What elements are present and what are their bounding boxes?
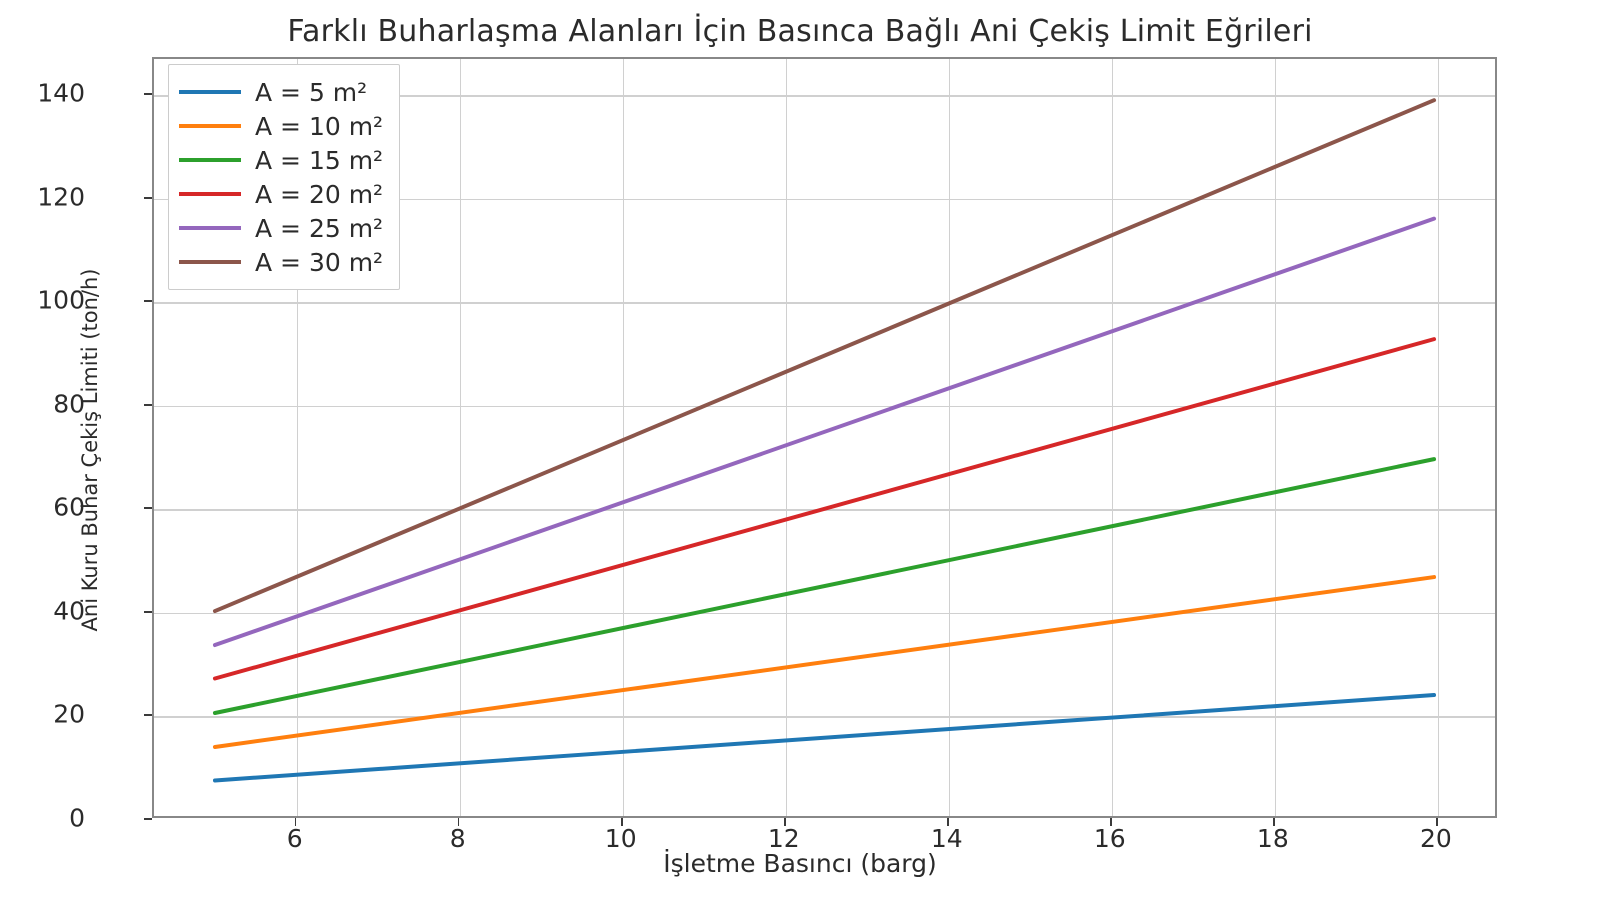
chart-title: Farklı Buharlaşma Alanları İçin Basınca … [287, 14, 1313, 49]
x-tick-label: 6 [286, 824, 303, 853]
y-tick-label: 120 [37, 182, 85, 212]
gridline-vertical [622, 59, 625, 816]
legend-color-swatch [179, 124, 241, 128]
series-line [212, 575, 1437, 749]
legend-label: A = 20 m² [255, 179, 384, 209]
x-tick-mark [1109, 818, 1112, 826]
legend-color-swatch [179, 192, 241, 196]
y-tick-mark [144, 196, 152, 199]
legend-color-swatch [179, 158, 241, 162]
x-tick-mark [1435, 818, 1438, 826]
legend-item[interactable]: A = 10 m² [179, 109, 383, 143]
y-tick-mark [144, 507, 152, 510]
x-tick-label: 12 [767, 824, 800, 853]
y-tick-label: 0 [69, 803, 85, 833]
legend-label: A = 25 m² [255, 213, 384, 243]
gridline-vertical [296, 59, 299, 816]
series-line [212, 337, 1437, 681]
legend-item[interactable]: A = 5 m² [179, 75, 383, 109]
y-tick-label: 80 [53, 389, 85, 419]
x-tick-label: 16 [1093, 824, 1126, 853]
x-tick-label: 10 [604, 824, 637, 853]
x-tick-mark [1272, 818, 1275, 826]
x-tick-label: 14 [930, 824, 963, 853]
x-tick-mark [620, 818, 623, 826]
gridline-vertical [785, 59, 788, 816]
y-tick-label: 60 [53, 492, 85, 522]
gridline-vertical [1274, 59, 1277, 816]
x-axis-label: İşletme Basıncı (barg) [663, 849, 937, 878]
gridline-horizontal [154, 612, 1495, 615]
legend-color-swatch [179, 260, 241, 264]
series-line [212, 692, 1437, 783]
y-tick-mark [144, 403, 152, 406]
y-tick-mark [144, 300, 152, 303]
y-tick-mark [144, 818, 152, 820]
gridline-horizontal [154, 716, 1495, 718]
y-tick-label: 40 [53, 596, 85, 626]
series-line [212, 98, 1437, 614]
x-tick-mark [783, 818, 786, 826]
legend-label: A = 30 m² [255, 247, 384, 277]
x-tick-mark [457, 818, 460, 826]
legend-label: A = 5 m² [255, 77, 368, 107]
y-tick-mark [144, 714, 152, 717]
legend-label: A = 10 m² [255, 111, 384, 141]
legend-color-swatch [179, 226, 241, 230]
series-line [212, 457, 1437, 715]
y-tick-label: 140 [37, 78, 85, 108]
gridline-horizontal [154, 302, 1495, 304]
x-tick-mark [946, 818, 949, 826]
legend-item[interactable]: A = 25 m² [179, 211, 383, 245]
x-tick-label: 20 [1419, 824, 1452, 853]
series-lines [212, 98, 1437, 783]
series-line [212, 216, 1437, 648]
legend-label: A = 15 m² [255, 145, 384, 175]
gridline-vertical [1437, 59, 1440, 816]
chart-legend: A = 5 m² A = 10 m² A = 15 m² A = 20 m² A = 2… [168, 64, 401, 290]
plot-area [152, 57, 1497, 818]
legend-item[interactable]: A = 30 m² [179, 245, 383, 279]
y-axis-label: Ani Kuru Buhar Çekiş Limiti (ton/h) [78, 268, 102, 632]
gridline-vertical [948, 59, 951, 816]
x-tick-mark [294, 818, 297, 826]
gridline-horizontal [154, 405, 1495, 408]
y-tick-label: 100 [37, 285, 85, 315]
gridline-vertical [459, 59, 462, 816]
gridline-horizontal [154, 198, 1495, 201]
x-tick-label: 8 [449, 824, 466, 853]
gridline-horizontal [154, 95, 1495, 97]
y-tick-label: 20 [53, 699, 85, 729]
y-tick-mark [144, 610, 152, 613]
legend-item[interactable]: A = 20 m² [179, 177, 383, 211]
y-tick-mark [144, 93, 152, 96]
x-tick-label: 18 [1256, 824, 1289, 853]
legend-item[interactable]: A = 15 m² [179, 143, 383, 177]
legend-color-swatch [179, 90, 241, 94]
gridline-vertical [1111, 59, 1114, 816]
